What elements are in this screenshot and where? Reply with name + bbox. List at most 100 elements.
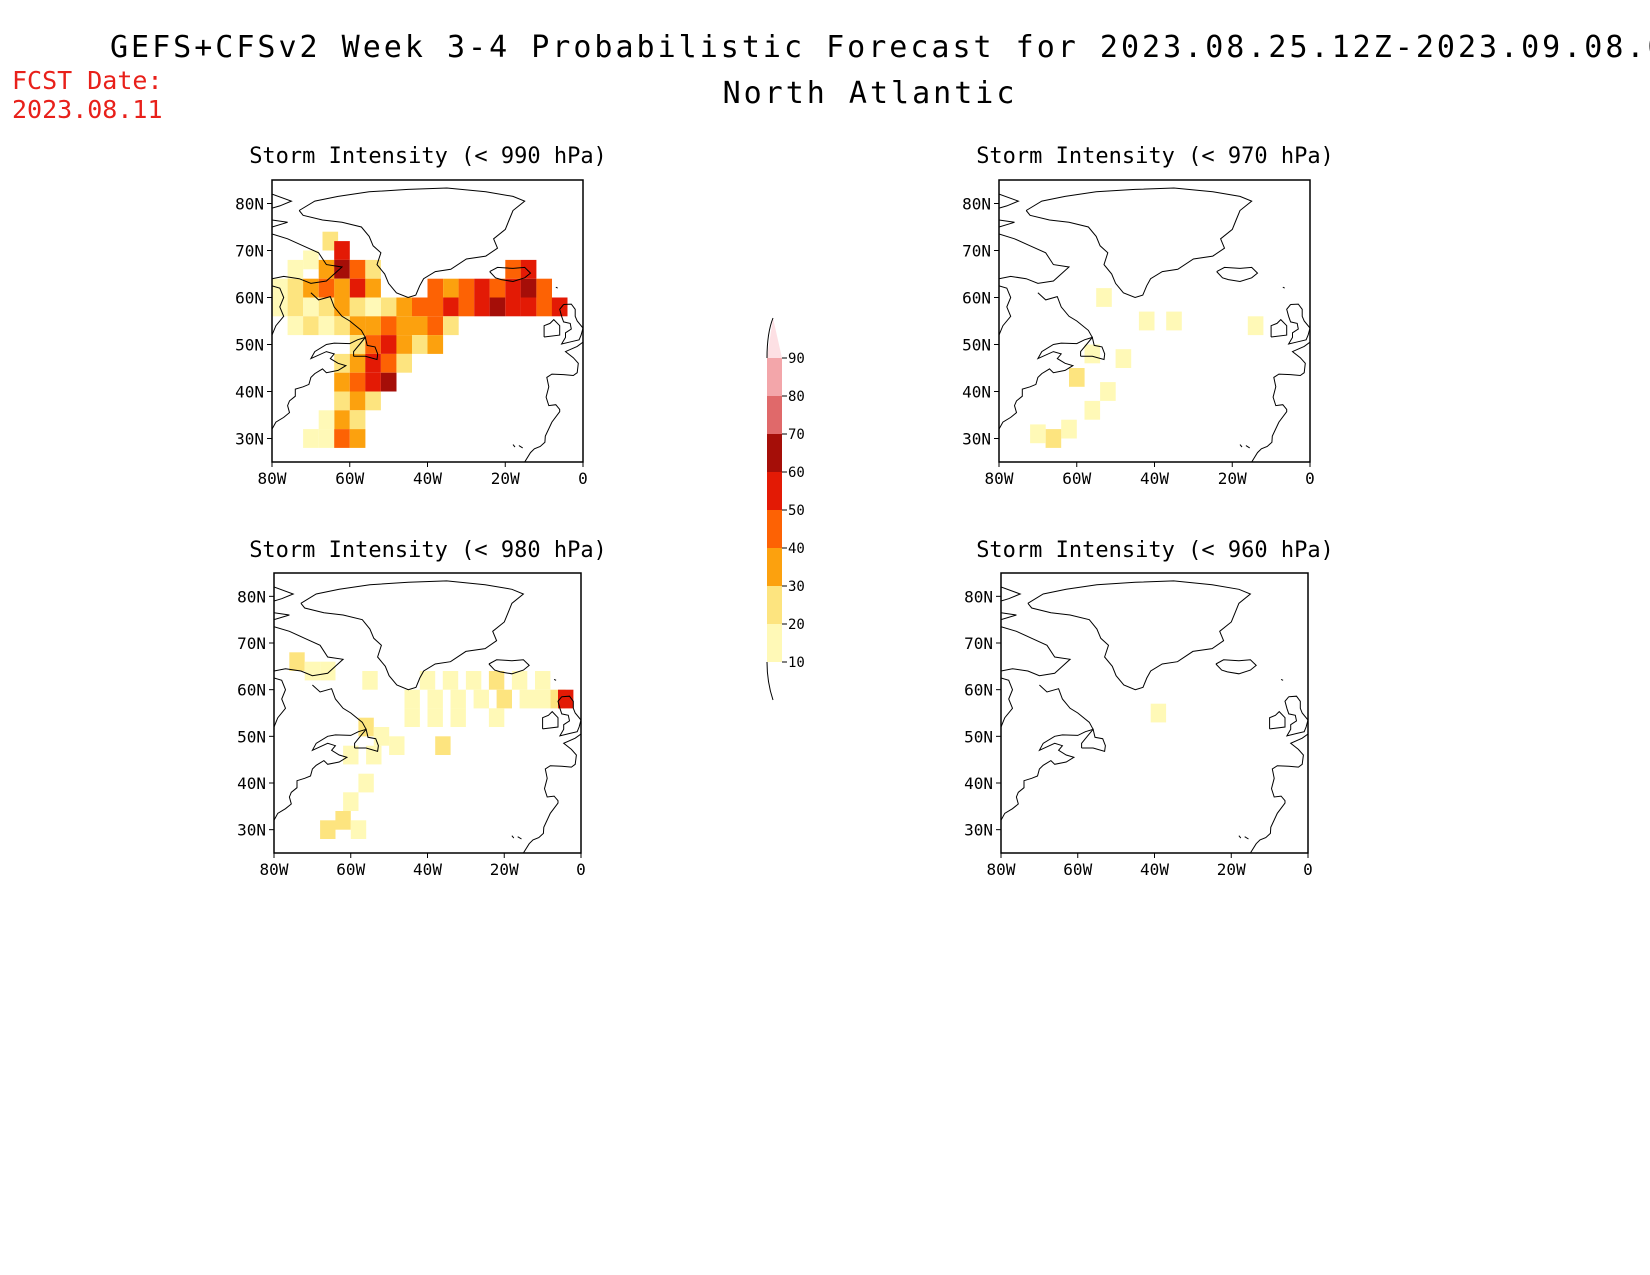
coastline [272,233,344,284]
colorbar-bin [767,396,782,434]
coastline [1238,835,1242,839]
probability-cell [380,316,397,336]
x-tick-label: 80W [987,860,1016,879]
probability-cell [349,429,366,448]
probability-cell [427,278,444,298]
probability-cell [1084,344,1101,364]
probability-cell [519,689,535,709]
probability-cell [505,259,521,279]
panel-title: Storm Intensity (< 960 hPa) [976,538,1334,563]
x-tick-label: 60W [1063,860,1092,879]
probability-cell [536,297,552,317]
y-tick-label: 40N [962,383,991,402]
coastline [517,836,522,840]
probability-cell [404,689,420,709]
probability-cell [1061,419,1077,439]
coastline [1027,580,1252,691]
x-tick-label: 20W [491,469,520,488]
probability-cell [318,259,335,279]
probability-cell [303,429,319,448]
probability-cell [474,297,490,317]
probability-cell [287,316,304,336]
colorbar-bin [767,358,782,396]
x-tick-label: 40W [1140,469,1169,488]
probability-field [272,231,568,448]
probability-cell [362,671,378,690]
x-tick-label: 80W [260,860,289,879]
probability-cell [412,316,428,336]
coastline [1001,626,1072,677]
probability-cell [412,335,428,354]
coastline [511,835,515,839]
probability-cell [511,671,528,690]
coastline [555,286,558,289]
probability-cell [535,689,551,709]
coastline [274,684,367,821]
coastline [557,695,581,737]
probability-cell [465,671,482,690]
probability-cell [334,372,350,392]
coastline [1001,684,1094,821]
colorbar-bin [767,510,782,548]
probability-cell [427,708,443,727]
probability-cell [358,773,374,793]
probability-cell [442,671,459,690]
probability-cell [334,316,350,336]
panel-title: Storm Intensity (< 980 hPa) [249,538,607,563]
probability-cell [365,259,381,279]
coastline [542,710,559,730]
probability-field [1030,288,1264,448]
coastline [298,187,526,299]
colorbar-bottom-edge [766,661,774,701]
x-tick-label: 40W [413,860,442,879]
coastline [274,612,290,621]
map-panel-2: Storm Intensity (< 970 hPa) 80W 60W 40W 20W 0… [962,144,1334,488]
map-panel-4: Storm Intensity (< 960 hPa) 80W 60W 40W 20W 0… [964,538,1334,879]
probability-cell [287,297,304,317]
probability-cell [1084,400,1101,420]
probability-cell [350,820,367,839]
colorbar-top-edge [766,317,774,359]
x-tick-label: 0 [1303,860,1313,879]
probability-cell [427,335,444,354]
x-tick-label: 60W [335,469,364,488]
probability-cell [1138,311,1155,331]
coastlines [272,187,583,462]
probability-cell [318,410,335,430]
colorbar-bin [767,624,782,662]
y-tick-label: 50N [964,727,993,746]
x-tick-label: 0 [576,860,586,879]
coastline [1249,733,1308,853]
coastline [1239,444,1243,448]
probability-cell [334,429,350,448]
coastline [272,219,288,228]
probability-cell [496,689,512,709]
probability-cell [343,745,359,765]
probability-cell [334,278,350,298]
coastline [1025,187,1253,299]
map-panel-3: Storm Intensity (< 980 hPa) 80W 60W 40W 20W 0… [237,538,607,879]
y-tick-label: 50N [235,336,264,355]
probability-cell [373,727,390,746]
coastline [488,659,530,675]
coastline [559,303,583,345]
colorbar-tick-label: 70 [788,427,805,443]
probability-cell [287,259,304,279]
probability-cell [435,736,451,755]
y-tick-label: 40N [237,774,266,793]
y-tick-label: 30N [964,821,993,840]
coastline [1280,678,1284,681]
coastline [1282,286,1285,289]
probability-cell [349,410,366,430]
y-tick-label: 70N [237,634,266,653]
probability-cell [488,708,505,727]
probability-cell [365,297,381,317]
probability-cell [396,297,412,317]
colorbar-top-arrow [767,318,782,358]
coastline [1244,836,1249,840]
probability-cell [551,297,568,317]
probability-cell [389,736,405,755]
probability-cell [320,661,336,681]
coastline [999,285,1012,336]
colorbar-tick-label: 80 [788,389,805,405]
